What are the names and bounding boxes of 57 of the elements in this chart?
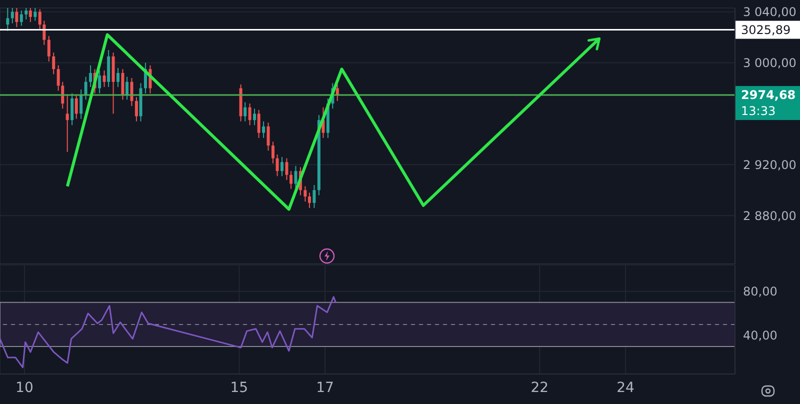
candlestick xyxy=(312,184,316,208)
candlestick xyxy=(47,36,50,62)
y-tick-label: 2 920,00 xyxy=(743,158,796,172)
candlestick xyxy=(116,67,120,88)
candlestick xyxy=(10,8,14,24)
candlestick xyxy=(84,76,88,100)
candlestick xyxy=(134,96,138,122)
candlestick xyxy=(271,141,274,164)
y-tick-label: 3 040,00 xyxy=(743,5,796,20)
candlestick xyxy=(280,156,284,177)
candlestick xyxy=(24,8,28,20)
candlestick xyxy=(66,94,69,152)
candlestick xyxy=(38,8,42,30)
candlestick xyxy=(70,92,74,126)
candlestick xyxy=(308,192,311,208)
candlestick xyxy=(15,8,18,28)
candlestick xyxy=(266,122,270,152)
candlestick xyxy=(42,20,46,46)
candlestick xyxy=(244,102,247,122)
candlestick xyxy=(336,84,339,102)
candlestick xyxy=(56,64,60,92)
candlestick xyxy=(304,186,307,202)
x-tick-label: 15 xyxy=(230,380,248,396)
candlestick xyxy=(248,103,252,126)
candlestick xyxy=(253,108,256,126)
candlestick xyxy=(290,170,293,190)
candlestick xyxy=(80,89,83,120)
y-tick-label: 2 880,00 xyxy=(743,208,796,223)
text: 13:33 xyxy=(741,104,776,118)
candlestick xyxy=(74,94,78,120)
candlestick xyxy=(20,10,23,26)
candlestick xyxy=(102,70,106,88)
line-series xyxy=(0,296,336,368)
candlestick xyxy=(52,52,56,75)
candlestick xyxy=(121,68,124,100)
candlestick xyxy=(130,78,134,107)
candlestick xyxy=(257,109,260,138)
ref-line-label: 3025,89 xyxy=(741,22,791,37)
ref-line-label: 2974,68 xyxy=(741,88,796,102)
candlestick xyxy=(6,8,10,32)
y-tick-label: 40,00 xyxy=(743,328,778,343)
candlestick xyxy=(61,81,64,110)
x-tick-label: 17 xyxy=(316,380,334,396)
x-tick-label: 10 xyxy=(16,380,34,396)
y-tick-label: 3 000,00 xyxy=(743,56,796,70)
candlestick xyxy=(276,154,279,177)
candlestick xyxy=(98,70,102,94)
candlestick xyxy=(28,8,32,23)
x-tick-label: 24 xyxy=(616,380,635,396)
x-tick-label: 22 xyxy=(530,380,549,396)
candlestick xyxy=(126,76,129,100)
y-tick-label: 80,00 xyxy=(743,284,778,299)
candlestick xyxy=(34,8,37,22)
candlestick xyxy=(294,165,298,190)
candlestick xyxy=(285,158,288,180)
candlestick xyxy=(262,120,266,138)
candlestick xyxy=(89,64,92,88)
